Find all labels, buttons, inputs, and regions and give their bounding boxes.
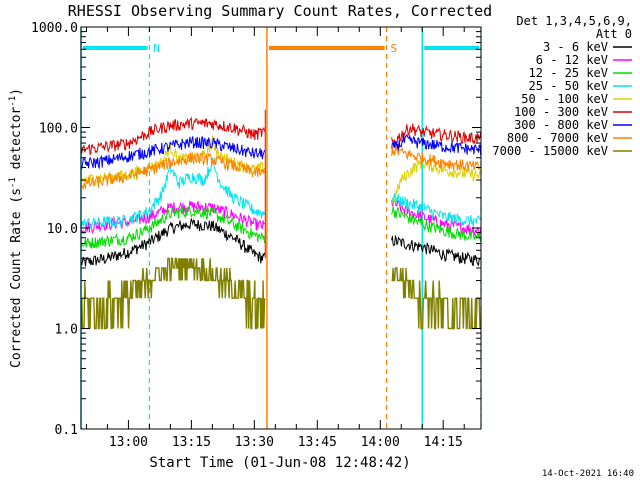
y-axis-label-end: ) <box>9 88 24 96</box>
night-label: N <box>153 42 160 55</box>
legend-label-5: 100 - 300 keV <box>514 105 608 119</box>
series-line <box>81 205 266 249</box>
saa-label: S <box>391 42 398 55</box>
x-axis-label: Start Time (01-Jun-08 12:48:42) <box>149 455 410 471</box>
x-tick-label: 14:15 <box>424 435 463 450</box>
series-7 <box>81 145 481 190</box>
series-5 <box>81 116 481 156</box>
footer-date: 14-Oct-2021 16:40 <box>542 469 634 479</box>
series-2 <box>81 205 481 249</box>
series-8 <box>81 257 481 330</box>
y-axis: 0.1 1.0 10.0 100.0 1000.0 <box>31 21 481 438</box>
y-tick-label: 0.1 <box>55 423 78 438</box>
legend-label-1: 6 - 12 keV <box>536 53 608 67</box>
chart-title: RHESSI Observing Summary Count Rates, Co… <box>68 2 492 20</box>
series-line <box>81 134 266 186</box>
y-axis-label-sup2: -1 <box>8 96 18 107</box>
series-line <box>81 157 266 230</box>
legend-label-4: 50 - 100 keV <box>521 92 608 106</box>
x-tick-label: 13:45 <box>298 435 337 450</box>
series-line <box>391 157 481 205</box>
y-axis-label-sup1: -1 <box>8 177 18 188</box>
legend-label-2: 12 - 25 keV <box>529 66 608 80</box>
series-line <box>391 193 481 227</box>
series-line <box>81 218 266 267</box>
series-line <box>81 116 266 156</box>
series-line <box>81 257 266 330</box>
legend-label-3: 25 - 50 keV <box>529 79 608 93</box>
y-axis-label-main: Corrected Count Rate (s <box>9 188 24 368</box>
series-line <box>81 136 266 171</box>
y-axis-label-mid: detector <box>9 107 24 178</box>
x-tick-label: 13:30 <box>235 435 274 450</box>
series-6 <box>81 134 481 171</box>
x-tick-label: 14:00 <box>361 435 400 450</box>
y-tick-label: 1000.0 <box>31 21 78 36</box>
legend-header-line-2: Att 0 <box>596 27 632 41</box>
x-tick-label: 13:00 <box>109 435 148 450</box>
y-tick-label: 100.0 <box>39 122 78 137</box>
series-line <box>391 134 481 156</box>
y-axis-label: Corrected Count Rate (s-1 detector-1) <box>8 88 24 368</box>
series-line <box>391 267 481 330</box>
series-0 <box>81 218 481 267</box>
series-lines <box>81 109 481 330</box>
legend-label-7: 800 - 7000 keV <box>507 131 608 145</box>
series-3 <box>81 157 481 230</box>
x-tick-label: 13:15 <box>172 435 211 450</box>
series-line <box>391 234 481 267</box>
series-line <box>391 145 481 172</box>
series-4 <box>81 134 481 205</box>
legend-label-0: 3 - 6 keV <box>543 40 608 54</box>
y-tick-label: 1.0 <box>55 323 78 338</box>
x-axis: 13:00 13:15 13:30 13:45 14:00 14:15 <box>85 27 465 450</box>
legend-label-6: 300 - 800 keV <box>514 118 608 132</box>
legend-label-8: 7000 - 15000 keV <box>492 144 608 158</box>
legend-header-line-1: Det 1,3,4,5,6,9, <box>516 14 632 28</box>
series-line <box>81 200 265 235</box>
series-line <box>391 123 481 146</box>
series-line <box>81 152 266 190</box>
y-tick-label: 10.0 <box>47 222 78 237</box>
series-line <box>391 206 481 243</box>
